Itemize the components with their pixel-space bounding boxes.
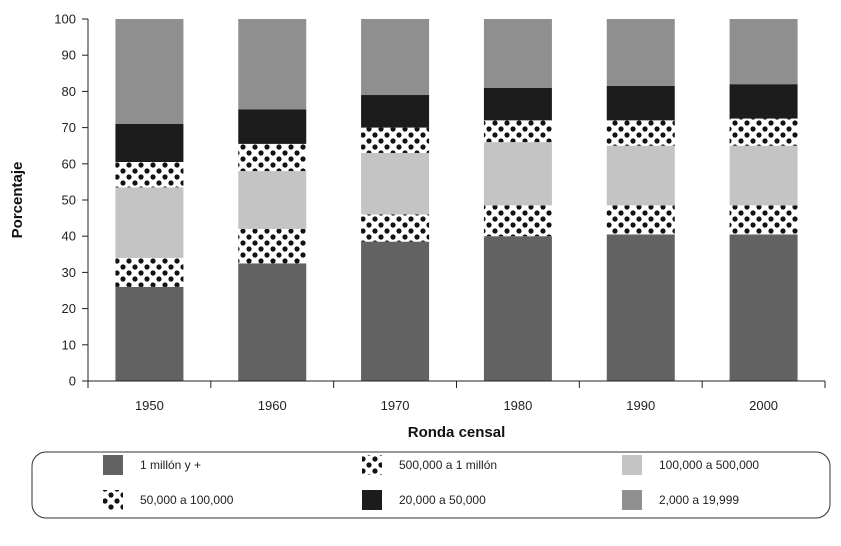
legend-label: 50,000 a 100,000 (140, 493, 234, 507)
bar-1960-series-3 (238, 143, 307, 172)
y-tick-label: 0 (69, 374, 76, 389)
y-tick-label: 50 (62, 193, 76, 208)
legend-swatch (103, 490, 123, 510)
bar-1980-series-3 (483, 120, 552, 143)
bar-1970-series-1 (361, 214, 430, 242)
legend-swatch (362, 490, 382, 510)
bar-1950-series-4 (115, 123, 184, 162)
x-tick-label: 1960 (258, 398, 287, 413)
bar-2000-series-0 (729, 234, 798, 381)
bar-2000-series-3 (729, 118, 798, 146)
legend-label: 100,000 a 500,000 (659, 458, 759, 472)
bar-1990-series-3 (606, 120, 675, 146)
legend-label: 20,000 a 50,000 (399, 493, 486, 507)
bar-1980-series-5 (483, 19, 552, 88)
axes: 0 10 20 30 40 50 60 70 80 90 100 1950 1960 1970 1980 19… (54, 12, 826, 413)
plot-area (115, 19, 798, 381)
y-tick-label: 30 (62, 265, 76, 280)
y-tick-label: 20 (62, 301, 76, 316)
bar-1980-series-2 (483, 142, 552, 206)
bar-1960-series-4 (238, 109, 307, 144)
y-tick-label: 70 (62, 120, 76, 135)
bar-1990-series-5 (606, 19, 675, 86)
bar-1960-series-5 (238, 19, 307, 110)
legend-label: 2,000 a 19,999 (659, 493, 739, 507)
bar-1970-series-3 (361, 127, 430, 153)
bar-1990-series-4 (606, 85, 675, 121)
bar-1970-series-2 (361, 152, 430, 215)
bar-1990-series-2 (606, 145, 675, 206)
y-axis-title: Porcentaje (9, 162, 26, 239)
bar-2000-series-1 (729, 205, 798, 235)
legend-swatch (622, 490, 642, 510)
bar-1950-series-2 (115, 187, 184, 258)
y-tick-label: 40 (62, 229, 76, 244)
y-tick-label: 60 (62, 156, 76, 171)
legend-label: 500,000 a 1 millón (399, 458, 497, 472)
legend-swatch (622, 455, 642, 475)
x-tick-label: 1970 (381, 398, 410, 413)
x-tick-label: 1980 (503, 398, 532, 413)
legend-swatch (103, 455, 123, 475)
x-axis-title: Ronda censal (408, 424, 506, 441)
bar-1980-series-4 (483, 87, 552, 121)
bar-1990-series-1 (606, 205, 675, 235)
bar-1950-series-5 (115, 19, 184, 124)
bar-1950-series-0 (115, 286, 184, 381)
legend: 1 millón y + 500,000 a 1 millón 100,000 a … (31, 451, 831, 519)
bar-1960-series-2 (238, 171, 307, 229)
bar-2000-series-4 (729, 84, 798, 119)
bar-2000-series-5 (729, 19, 798, 85)
axis-labels: Porcentaje Ronda censal (9, 162, 505, 441)
bar-2000-series-2 (729, 145, 798, 206)
bar-1970-series-4 (361, 95, 430, 128)
x-tick-label: 1990 (626, 398, 655, 413)
bar-1970-series-5 (361, 19, 430, 96)
x-tick-label: 2000 (749, 398, 778, 413)
y-tick-label: 80 (62, 84, 76, 99)
x-tick-label: 1950 (135, 398, 164, 413)
legend-swatch (362, 455, 382, 475)
legend-label: 1 millón y + (140, 458, 201, 472)
bar-1950-series-3 (115, 161, 184, 188)
bar-1990-series-0 (606, 234, 675, 381)
y-tick-label: 90 (62, 48, 76, 63)
y-tick-label: 100 (54, 12, 76, 27)
y-tick-label: 10 (62, 337, 76, 352)
bar-1960-series-1 (238, 228, 307, 264)
bar-1980-series-1 (483, 205, 552, 237)
bar-1960-series-0 (238, 263, 307, 381)
bar-1950-series-1 (115, 257, 184, 287)
bar-1980-series-0 (483, 236, 552, 381)
bar-1970-series-0 (361, 241, 430, 381)
